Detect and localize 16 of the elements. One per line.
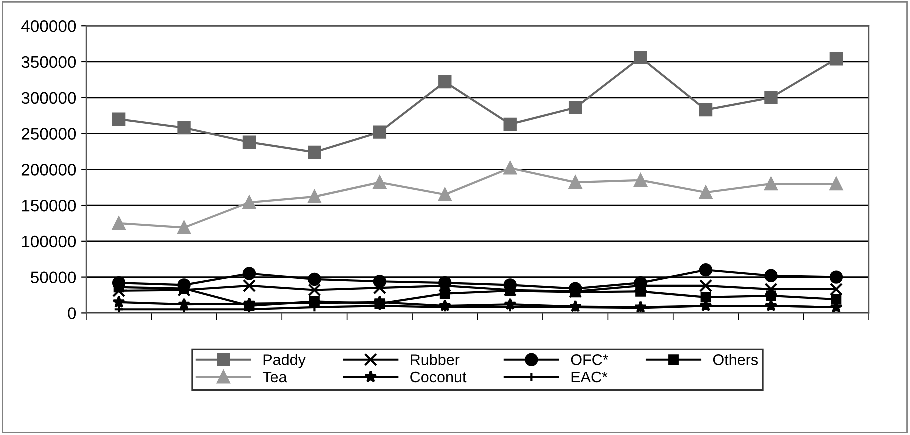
legend-label: EAC* xyxy=(572,372,608,383)
legend-label: OFC* xyxy=(571,354,609,366)
y-tick-label: 350000 xyxy=(22,56,76,68)
y-tick-label: 200000 xyxy=(22,164,76,176)
y-tick-label: 50000 xyxy=(31,272,76,284)
legend-label: Others xyxy=(713,354,758,366)
y-tick-label: 250000 xyxy=(22,128,76,140)
y-tick-label: 150000 xyxy=(22,200,76,212)
legend-label: Tea xyxy=(262,372,288,383)
y-tick-label: 100000 xyxy=(22,236,76,248)
y-tick-label: 0 xyxy=(68,308,76,320)
legend-label: Paddy xyxy=(264,354,306,368)
y-tick-label: 300000 xyxy=(22,92,76,104)
legend-label: Coconut xyxy=(410,372,467,383)
y-tick-label: 400000 xyxy=(22,20,76,32)
legend-label: Rubber xyxy=(411,354,460,366)
